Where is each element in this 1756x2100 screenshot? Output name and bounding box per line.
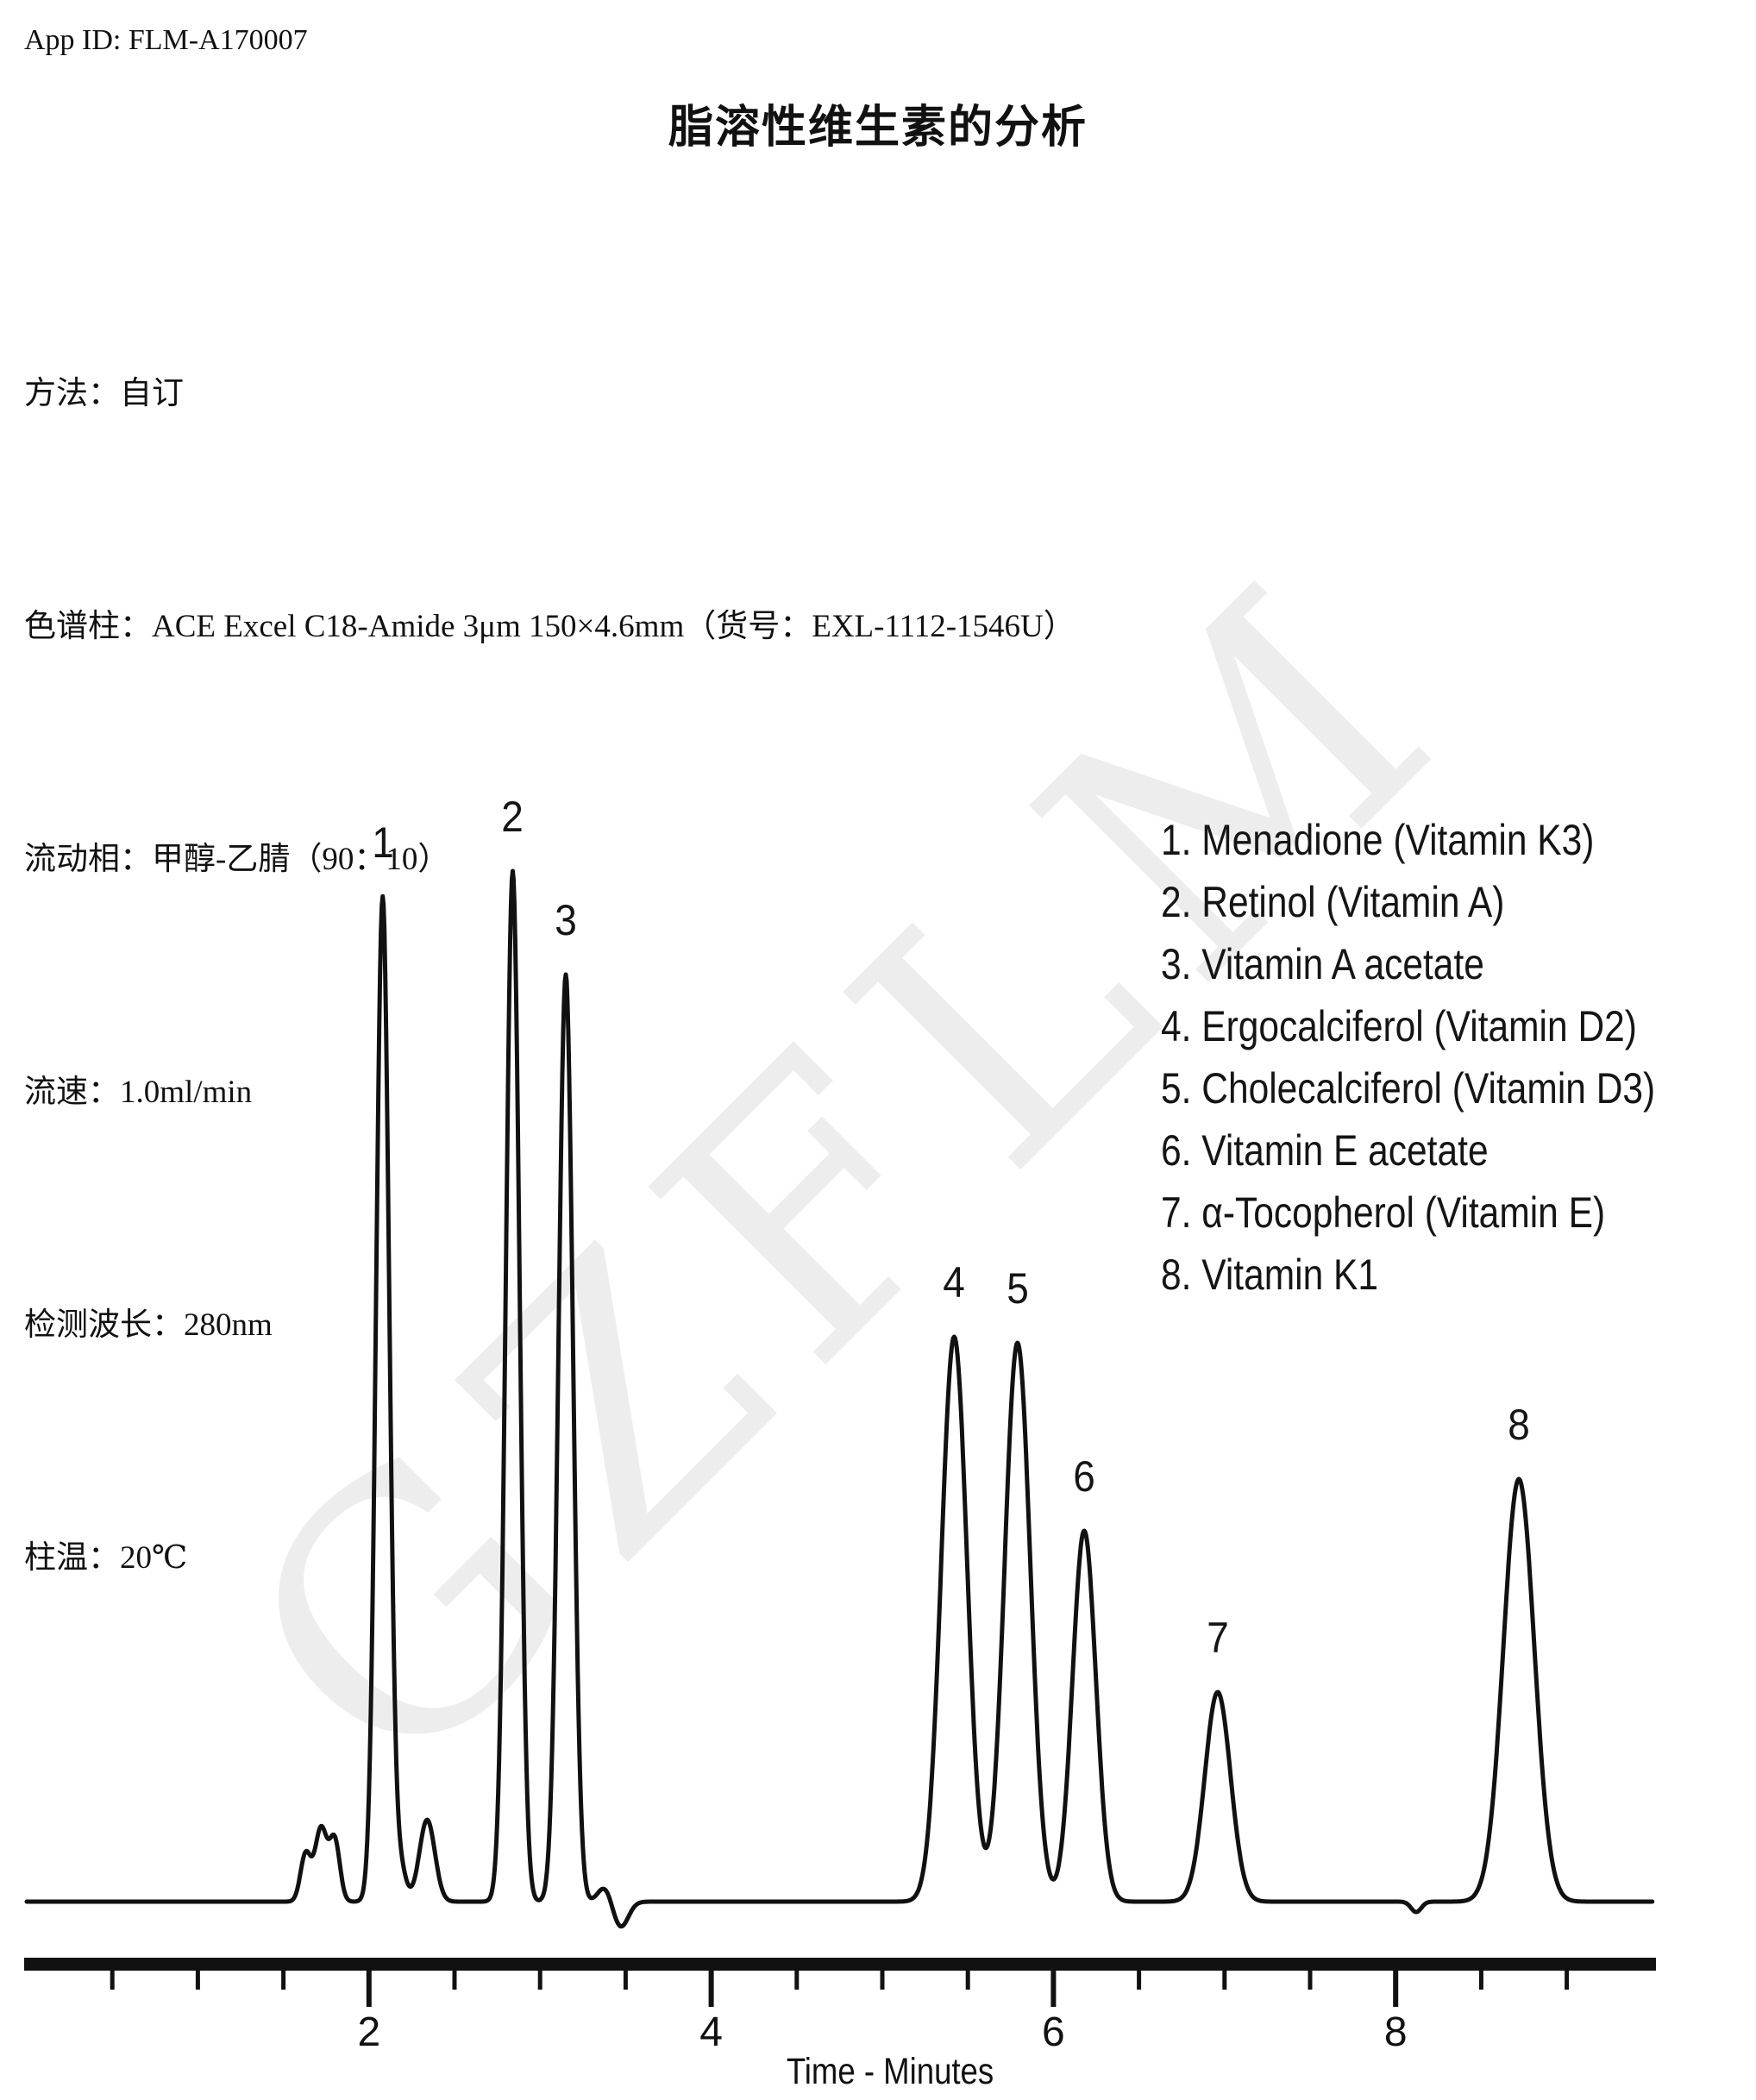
method-line-method: 方法：自订	[24, 376, 184, 411]
method-line-mobile-phase: 流动相：甲醇-乙腈（90：10）	[24, 842, 450, 877]
legend-line: 6. Vitamin E acetate	[1161, 1126, 1489, 1175]
legend-line: 1. Menadione (Vitamin K3)	[1161, 816, 1595, 864]
legend-line: 5. Cholecalciferol (Vitamin D3)	[1161, 1064, 1656, 1113]
method-line-wavelength: 检测波长：280nm	[24, 1307, 273, 1343]
x-tick-label: 4	[699, 2009, 723, 2055]
peak-number-label: 5	[1006, 1264, 1029, 1313]
app-id: App ID: FLM-A170007	[24, 24, 308, 56]
legend-line: 2. Retinol (Vitamin A)	[1161, 878, 1505, 926]
x-axis-bar	[24, 1958, 1656, 1971]
method-conditions: 方法：自订 色谱柱：ACE Excel C18-Amide 3μm 150×4.…	[24, 200, 1076, 1752]
x-tick-label: 2	[357, 2009, 380, 2055]
page-title: 脂溶性维生素的分析	[668, 103, 1088, 153]
method-line-column-temp: 柱温：20℃	[24, 1540, 188, 1576]
peak-number-label: 7	[1207, 1614, 1229, 1662]
legend-line: 3. Vitamin A acetate	[1161, 940, 1484, 988]
peak-number-label: 6	[1073, 1452, 1095, 1501]
chromatogram-trace	[24, 868, 1655, 1929]
legend-line: 4. Ergocalciferol (Vitamin D2)	[1161, 1002, 1637, 1050]
method-line-flow-rate: 流速：1.0ml/min	[24, 1075, 253, 1110]
x-tick-label: 8	[1384, 2009, 1408, 2055]
method-line-column: 色谱柱：ACE Excel C18-Amide 3μm 150×4.6mm（货号…	[24, 609, 1076, 644]
peak-number-label: 4	[943, 1258, 966, 1307]
peak-number-label: 3	[555, 896, 577, 944]
x-axis-title: Time - Minutes	[786, 2051, 994, 2092]
peak-number-label: 8	[1508, 1401, 1530, 1449]
peak-number-label: 2	[501, 793, 524, 841]
legend-line: 8. Vitamin K1	[1161, 1251, 1378, 1299]
peak-legend: 1. Menadione (Vitamin K3) 2. Retinol (Vit…	[1161, 809, 1655, 1306]
peak-number-label: 1	[371, 818, 394, 867]
x-tick-label: 6	[1042, 2009, 1065, 2055]
legend-line: 7. α-Tocopherol (Vitamin E)	[1161, 1188, 1606, 1237]
